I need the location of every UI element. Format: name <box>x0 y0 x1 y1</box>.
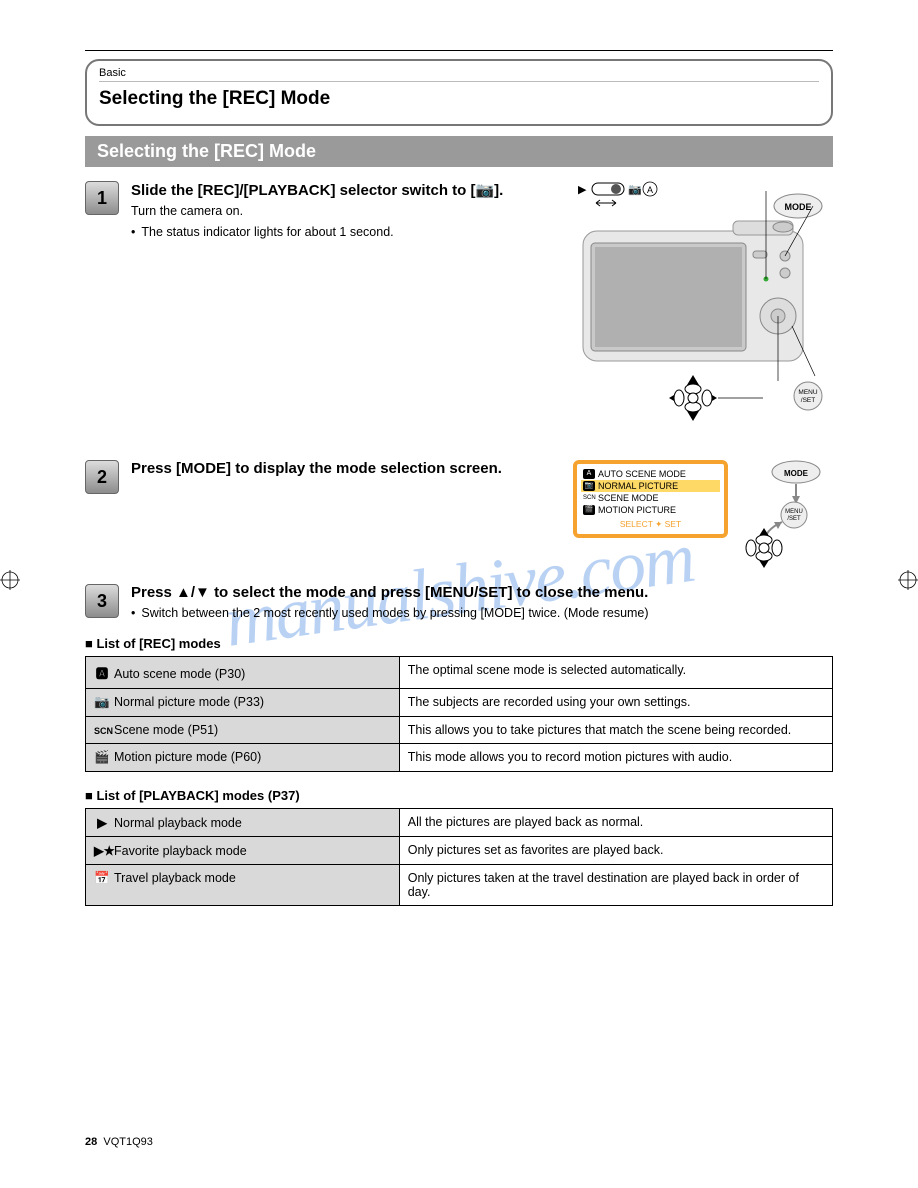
screen-row-3: MOTION PICTURE <box>598 505 676 515</box>
camera-icon: 📷 <box>94 695 110 710</box>
table-row: ▶Normal playback mode All the pictures a… <box>86 808 833 836</box>
step-1-body2: The status indicator lights for about 1 … <box>131 224 555 241</box>
page-number: 28 <box>85 1136 97 1148</box>
svg-text:MENU: MENU <box>798 389 817 396</box>
rec-modes-label: ■ List of [REC] modes <box>85 636 833 651</box>
rec-modes-table: 🅰Auto scene mode (P30) The optimal scene… <box>85 656 833 772</box>
mode-menu-dpad-diagram: MODE MENU /SET <box>736 460 826 570</box>
step-1-number: 1 <box>85 181 119 215</box>
step-1-title: Slide the [REC]/[PLAYBACK] selector swit… <box>131 181 555 199</box>
auto-scene-icon: 🅰 <box>94 663 110 682</box>
table-row: 🎬Motion picture mode (P60) This mode all… <box>86 743 833 771</box>
playback-modes-label: ■ List of [PLAYBACK] modes (P37) <box>85 788 833 803</box>
svg-text:📷: 📷 <box>628 184 642 196</box>
calendar-icon: 📅 <box>94 871 110 886</box>
step-3-bullet: Switch between the 2 most recently used … <box>131 605 833 622</box>
mode-selection-screen: AAUTO SCENE MODE 📷NORMAL PICTURE SCNSCEN… <box>573 460 728 538</box>
screen-row-2: SCENE MODE <box>598 493 659 503</box>
screen-row-0: AUTO SCENE MODE <box>598 469 686 479</box>
svg-text:▶: ▶ <box>578 184 587 196</box>
chapter-box: Basic Selecting the [REC] Mode <box>85 59 833 126</box>
step-3-title: Press ▲/▼ to select the mode and press [… <box>131 584 833 601</box>
table-row: 📅Travel playback mode Only pictures take… <box>86 864 833 905</box>
svg-text:/SET: /SET <box>787 516 801 522</box>
top-hairline <box>85 50 833 51</box>
svg-text:/SET: /SET <box>801 397 815 404</box>
table-row: ▶★Favorite playback mode Only pictures s… <box>86 836 833 864</box>
playback-modes-table: ▶Normal playback mode All the pictures a… <box>85 808 833 906</box>
svg-text:A: A <box>647 185 653 195</box>
screen-footer: SELECT ✦ SET <box>581 516 720 530</box>
svg-text:MODE: MODE <box>785 202 812 212</box>
step-1-body1: Turn the camera on. <box>131 203 555 220</box>
table-row: 🅰Auto scene mode (P30) The optimal scene… <box>86 656 833 688</box>
step-2-title: Press [MODE] to display the mode selecti… <box>131 460 555 477</box>
step-3-number: 3 <box>85 584 119 618</box>
svg-text:MODE: MODE <box>784 469 809 478</box>
table-row: SCNScene mode (P51) This allows you to t… <box>86 716 833 743</box>
page-footer: 28 VQT1Q93 <box>85 1136 833 1148</box>
chapter-label: Basic <box>99 67 819 82</box>
svg-text:MENU: MENU <box>785 509 803 515</box>
step-2-number: 2 <box>85 460 119 494</box>
camera-rear-diagram: ▶ 📷 A MODE <box>573 181 833 441</box>
play-star-icon: ▶★ <box>94 843 110 858</box>
table-row: 📷Normal picture mode (P33) The subjects … <box>86 688 833 716</box>
chapter-title: Selecting the [REC] Mode <box>99 88 819 110</box>
footer-ref: VQT1Q93 <box>103 1136 153 1148</box>
motion-icon: 🎬 <box>94 750 110 765</box>
play-icon: ▶ <box>94 815 110 830</box>
screen-row-1: NORMAL PICTURE <box>598 481 678 491</box>
scn-icon: SCN <box>94 726 110 736</box>
section-heading: Selecting the [REC] Mode <box>85 136 833 167</box>
